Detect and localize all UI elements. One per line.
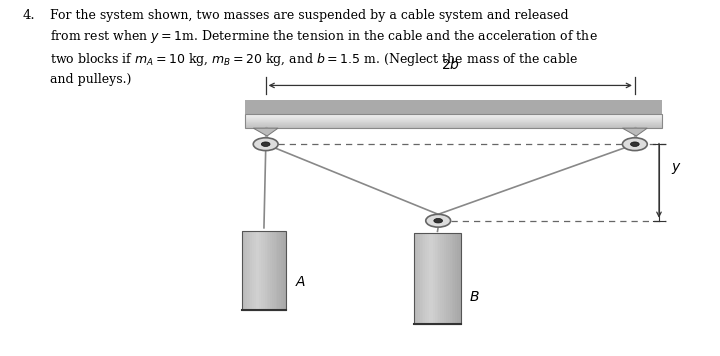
Text: 4.: 4. [22, 9, 35, 22]
Bar [457, 233, 459, 324]
Bar [414, 233, 416, 324]
Bar [279, 231, 281, 310]
Bar [448, 233, 450, 324]
Bar [245, 100, 662, 114]
Bar [251, 231, 252, 310]
Bar [241, 231, 243, 310]
Bar [272, 231, 274, 310]
Bar [245, 122, 662, 123]
Bar [245, 119, 662, 120]
Bar [265, 231, 266, 310]
Bar [459, 233, 461, 324]
Bar [245, 118, 662, 119]
Bar [245, 231, 247, 310]
Bar [446, 233, 448, 324]
Bar [245, 114, 662, 115]
Circle shape [622, 138, 647, 151]
Bar [421, 233, 423, 324]
Bar [284, 231, 287, 310]
Bar [451, 233, 454, 324]
Circle shape [434, 219, 443, 223]
Bar [245, 117, 662, 118]
Bar [241, 231, 287, 310]
Polygon shape [622, 128, 647, 136]
Bar [245, 124, 662, 125]
Bar [414, 233, 461, 324]
Bar [252, 231, 254, 310]
Bar [245, 121, 662, 122]
Bar [450, 233, 451, 324]
Bar [248, 231, 251, 310]
Polygon shape [253, 128, 278, 136]
Bar [418, 233, 420, 324]
Bar [426, 233, 427, 324]
Bar [270, 231, 272, 310]
Bar [245, 115, 662, 116]
Circle shape [261, 142, 270, 146]
Bar [433, 233, 435, 324]
Bar [243, 231, 245, 310]
Bar [245, 127, 662, 128]
Bar [245, 114, 662, 128]
Circle shape [253, 138, 278, 151]
Bar [254, 231, 256, 310]
Bar [269, 231, 270, 310]
Bar [259, 231, 261, 310]
Bar [245, 123, 662, 124]
Bar [247, 231, 248, 310]
Text: For the system shown, two masses are suspended by a cable system and released
fr: For the system shown, two masses are sus… [50, 9, 598, 86]
Text: $B$: $B$ [469, 290, 480, 304]
Bar [274, 231, 276, 310]
Text: $y$: $y$ [672, 161, 682, 176]
Text: $2b$: $2b$ [441, 57, 460, 72]
Bar [263, 231, 265, 310]
Bar [444, 233, 446, 324]
Bar [256, 231, 258, 310]
Bar [416, 233, 418, 324]
Bar [455, 233, 457, 324]
Bar [266, 231, 269, 310]
Bar [438, 233, 441, 324]
Circle shape [426, 214, 451, 227]
Bar [281, 231, 283, 310]
Circle shape [631, 142, 639, 146]
Bar [436, 233, 438, 324]
Bar [277, 231, 279, 310]
Bar [261, 231, 263, 310]
Bar [454, 233, 455, 324]
Bar [442, 233, 444, 324]
Text: $A$: $A$ [294, 275, 306, 289]
Bar [276, 231, 277, 310]
Bar [431, 233, 433, 324]
Bar [423, 233, 426, 324]
Bar [420, 233, 421, 324]
Bar [258, 231, 259, 310]
Bar [427, 233, 429, 324]
Bar [245, 125, 662, 126]
Bar [283, 231, 284, 310]
Bar [245, 126, 662, 127]
Bar [429, 233, 431, 324]
Bar [245, 120, 662, 121]
Bar [441, 233, 442, 324]
Bar [435, 233, 436, 324]
Bar [245, 116, 662, 117]
